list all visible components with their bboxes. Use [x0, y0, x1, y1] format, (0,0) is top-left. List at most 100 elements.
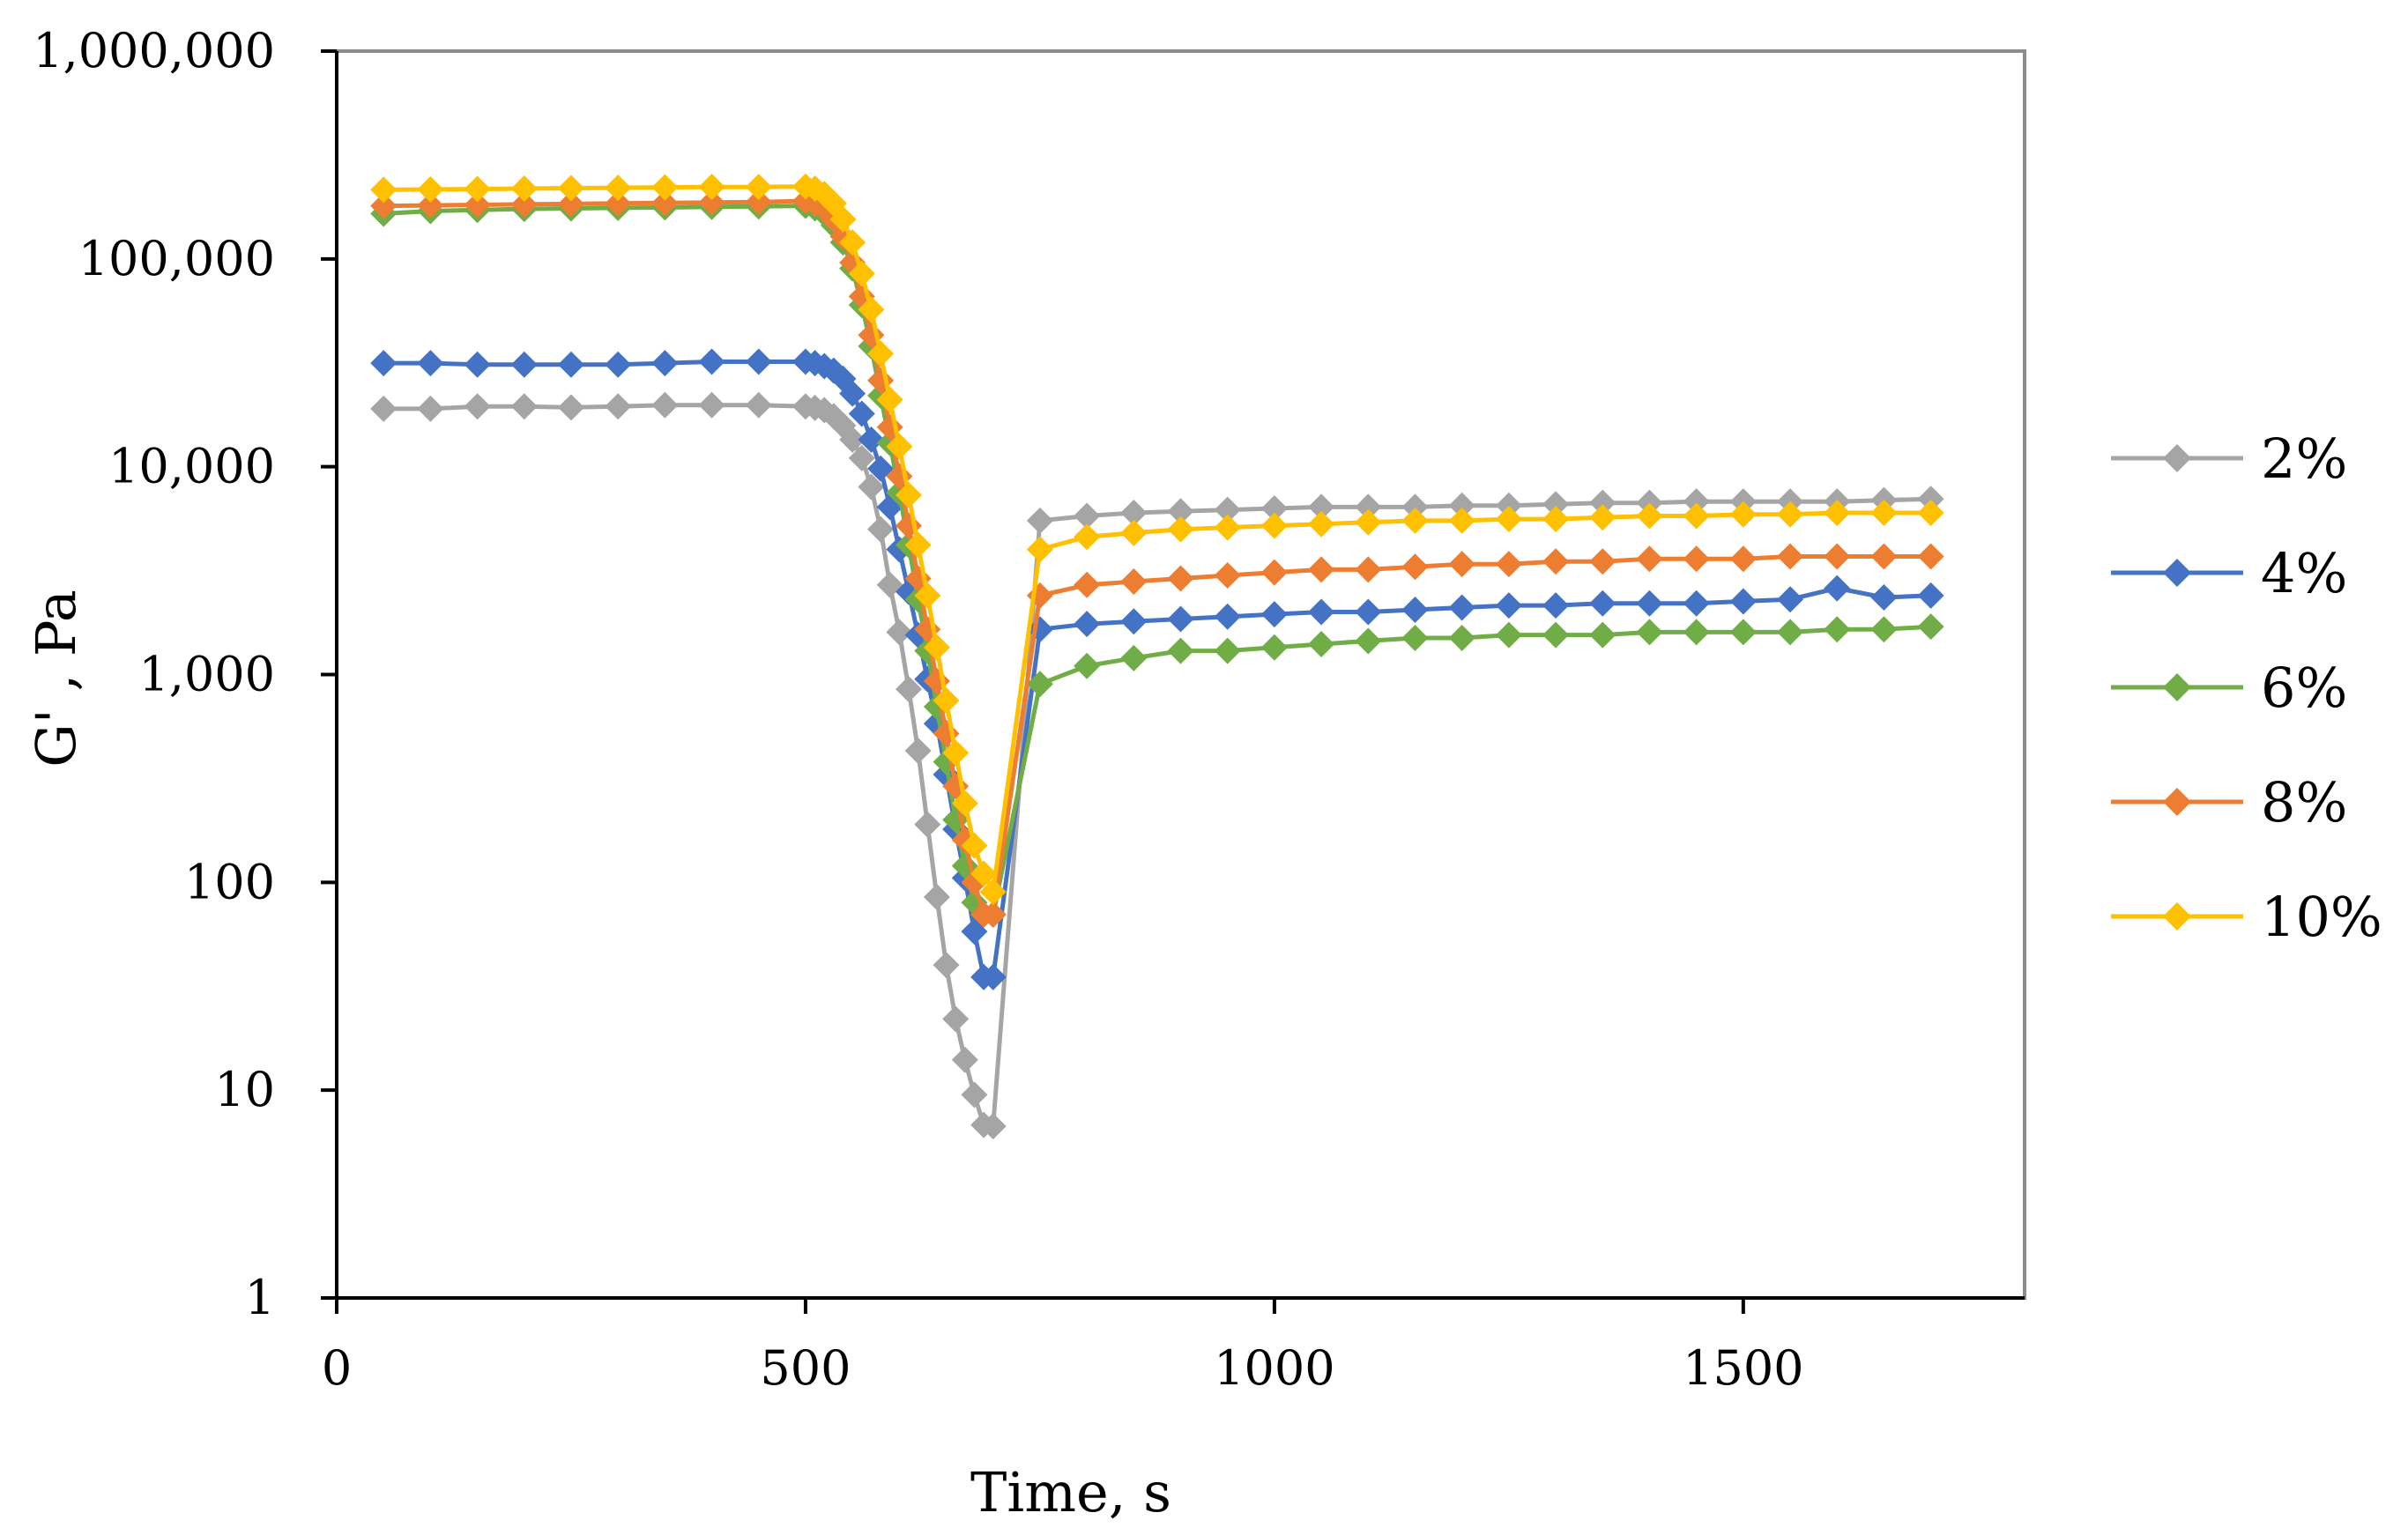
- data-point: [895, 481, 922, 508]
- data-point: [858, 426, 885, 453]
- data-point: [557, 174, 584, 202]
- x-tick-label: 1000: [1214, 1340, 1334, 1396]
- data-point: [1777, 501, 1804, 528]
- y-axis-title: G' , Pa: [24, 590, 88, 768]
- data-point: [1683, 545, 1710, 573]
- data-point: [1495, 621, 1522, 649]
- x-tick-label: 500: [760, 1340, 851, 1396]
- data-point: [1448, 624, 1475, 651]
- data-point: [1542, 506, 1570, 533]
- data-point: [886, 433, 913, 460]
- y-tick-label: 1: [245, 1270, 275, 1325]
- data-point: [895, 676, 922, 703]
- data-point: [1870, 543, 1898, 570]
- data-point: [510, 351, 538, 378]
- y-tick-label: 1,000,000: [33, 23, 275, 78]
- data-point: [698, 391, 725, 419]
- legend-marker: [2163, 902, 2191, 931]
- data-point: [1683, 590, 1710, 617]
- data-point: [1074, 502, 1101, 530]
- data-point: [1777, 543, 1804, 570]
- data-point: [914, 811, 941, 838]
- data-point: [1120, 519, 1148, 546]
- data-point: [1355, 627, 1382, 655]
- plot-area: [335, 49, 2026, 1300]
- data-point: [961, 1081, 988, 1109]
- data-point: [1167, 515, 1194, 543]
- legend-label: 4%: [2261, 541, 2347, 605]
- data-point: [1917, 486, 1944, 513]
- data-point: [1074, 652, 1101, 679]
- data-point: [1214, 561, 1241, 589]
- y-tick-label: 100,000: [78, 231, 275, 286]
- data-point: [886, 463, 913, 490]
- data-point: [1401, 596, 1429, 623]
- legend-item: 4%: [2111, 541, 2347, 605]
- data-point: [651, 174, 679, 201]
- legend-marker: [2163, 788, 2191, 816]
- data-point: [1917, 499, 1944, 526]
- data-point: [417, 395, 444, 422]
- data-point: [839, 229, 866, 256]
- data-point: [848, 444, 875, 471]
- data-point: [557, 394, 584, 421]
- y-tick-label: 1,000: [138, 647, 275, 702]
- data-point: [605, 393, 632, 420]
- data-point: [1589, 489, 1616, 516]
- data-point: [933, 952, 960, 979]
- series-4: [370, 188, 1944, 928]
- data-point: [904, 737, 932, 764]
- data-point: [1355, 508, 1382, 536]
- data-point: [942, 739, 970, 767]
- data-point: [839, 380, 866, 407]
- data-point: [464, 175, 491, 203]
- data-point: [1308, 598, 1335, 626]
- data-point: [1542, 592, 1570, 619]
- plot-border: [335, 49, 2026, 1300]
- data-point: [1260, 634, 1288, 661]
- x-tick-label: 0: [322, 1340, 352, 1396]
- data-point: [1636, 619, 1663, 646]
- data-point: [942, 1005, 970, 1033]
- data-point: [961, 832, 988, 859]
- data-point: [1729, 501, 1757, 528]
- y-tick-label: 100: [184, 854, 275, 909]
- data-point: [1589, 621, 1616, 649]
- y-tick-label: 10,000: [108, 439, 275, 494]
- data-point: [876, 386, 903, 413]
- axes: 1 10 100 1,000 10,000 100,000 1,000,000 0 500 100…: [33, 23, 2025, 1396]
- data-point: [1401, 493, 1429, 521]
- data-point: [1355, 556, 1382, 583]
- data-point: [914, 582, 941, 609]
- y-tick-label: 10: [214, 1062, 275, 1117]
- data-point: [1589, 590, 1616, 617]
- series-5: [370, 173, 1944, 906]
- legend-item: 8%: [2111, 770, 2347, 834]
- data-point: [1308, 510, 1335, 538]
- data-point: [1683, 488, 1710, 515]
- legend-marker: [2163, 673, 2191, 701]
- data-point: [1120, 608, 1148, 635]
- data-point: [829, 205, 857, 233]
- legend-item: 10%: [2111, 885, 2382, 949]
- series-layer: [370, 173, 1944, 1140]
- series-line: [383, 184, 1931, 894]
- data-point: [951, 1046, 978, 1073]
- data-point: [370, 176, 398, 204]
- data-point: [1636, 590, 1663, 617]
- legend-marker: [2163, 559, 2191, 587]
- data-point: [745, 391, 772, 419]
- data-point: [1729, 619, 1757, 646]
- data-point: [1401, 624, 1429, 651]
- data-point: [557, 351, 584, 378]
- data-point: [698, 174, 725, 201]
- legend-label: 10%: [2261, 885, 2382, 949]
- data-point: [1729, 545, 1757, 573]
- data-point: [1026, 536, 1053, 563]
- data-point: [1683, 502, 1710, 530]
- data-point: [1026, 671, 1053, 698]
- data-point: [1120, 568, 1148, 596]
- data-point: [1214, 603, 1241, 630]
- data-point: [1917, 613, 1944, 641]
- legend-item: 6%: [2111, 656, 2347, 720]
